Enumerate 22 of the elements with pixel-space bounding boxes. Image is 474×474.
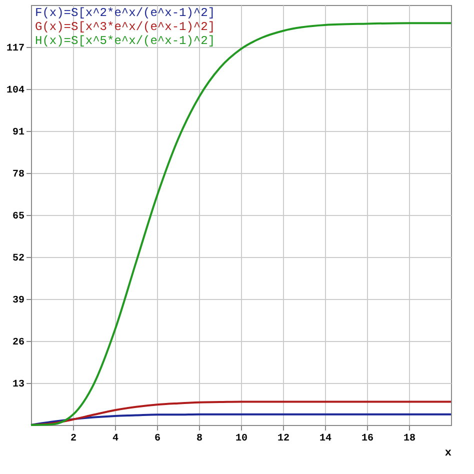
y-tick-label: 117 xyxy=(6,44,24,54)
x-tick-label: 8 xyxy=(196,434,203,444)
x-tick-label: 14 xyxy=(319,434,332,444)
y-tick-label: 13 xyxy=(12,380,24,390)
y-tick-label: 91 xyxy=(12,128,24,138)
x-tick-label: 10 xyxy=(235,434,248,444)
y-tick-label: 104 xyxy=(6,86,24,96)
x-tick-label: 4 xyxy=(112,434,119,444)
x-tick-label: 2 xyxy=(70,434,77,444)
x-tick-label: 18 xyxy=(403,434,416,444)
y-tick-label: 78 xyxy=(12,170,24,180)
text: F(x)=S[x^2*e^x/(e^x-1)^2] xyxy=(35,6,216,20)
y-tick-label: 39 xyxy=(12,296,24,306)
y-tick-label: 26 xyxy=(12,338,24,348)
x-tick-label: 16 xyxy=(361,434,374,444)
series-label: H(x)=S[x^5*e^x/(e^x-1)^2] xyxy=(35,34,216,48)
x-tick-label: 6 xyxy=(154,434,161,444)
y-tick-label: 52 xyxy=(12,254,24,264)
text: G(x)=S[x^3*e^x/(e^x-1)^2] xyxy=(35,20,216,34)
y-tick-label: 65 xyxy=(12,212,24,222)
x-axis-title: x xyxy=(444,448,452,460)
x-tick-label: 12 xyxy=(277,434,290,444)
